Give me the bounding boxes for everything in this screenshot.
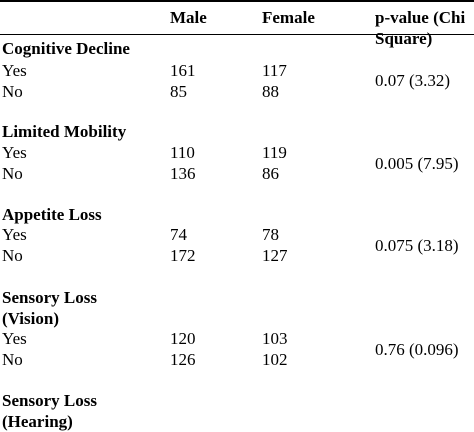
top-rule <box>0 0 474 2</box>
cell-female: 119 <box>262 143 287 162</box>
pvalue-header-line1: p-value (Chi <box>375 8 466 27</box>
cell-female: 117 <box>262 61 287 80</box>
row-label-no: No <box>2 246 23 265</box>
cell-female: 88 <box>262 82 279 101</box>
section-title-line2: (Vision) <box>2 309 59 328</box>
cell-male: 120 <box>170 329 196 348</box>
row-label-no: No <box>2 164 23 183</box>
row-label-no: No <box>2 82 23 101</box>
cell-male: 110 <box>170 143 195 162</box>
section-title-line1: Sensory Loss <box>2 391 97 410</box>
section-title-cognitive-decline: Cognitive Decline <box>2 39 130 58</box>
column-header-male: Male <box>170 8 207 27</box>
column-header-pvalue: p-value (Chi Square) <box>375 7 474 49</box>
cell-male: 161 <box>170 61 196 80</box>
pvalue-cell: 0.005 (7.95) <box>375 154 459 173</box>
cell-female: 78 <box>262 225 279 244</box>
cell-female: 127 <box>262 246 288 265</box>
cell-female: 86 <box>262 164 279 183</box>
cell-male: 136 <box>170 164 196 183</box>
section-title-line2: (Hearing) <box>2 412 73 431</box>
pvalue-cell: 0.07 (3.32) <box>375 71 451 90</box>
cell-female: 103 <box>262 329 288 348</box>
section-title-limited-mobility: Limited Mobility <box>2 122 127 141</box>
row-label-yes: Yes <box>2 329 27 348</box>
pvalue-header-line2: Square) <box>375 29 433 48</box>
cell-male: 172 <box>170 246 196 265</box>
cell-male: 126 <box>170 350 196 369</box>
row-label-no: No <box>2 350 23 369</box>
section-title-appetite-loss: Appetite Loss <box>2 205 102 224</box>
section-title-sensory-loss-vision: Sensory Loss (Vision) <box>2 287 97 329</box>
cell-male: 85 <box>170 82 187 101</box>
row-label-yes: Yes <box>2 61 27 80</box>
column-header-female: Female <box>262 8 315 27</box>
cell-female: 102 <box>262 350 288 369</box>
pvalue-cell: 0.075 (3.18) <box>375 236 459 255</box>
section-title-line1: Sensory Loss <box>2 288 97 307</box>
row-label-yes: Yes <box>2 143 27 162</box>
header-rule <box>0 34 474 35</box>
row-label-yes: Yes <box>2 225 27 244</box>
pvalue-cell: 0.76 (0.096) <box>375 340 459 359</box>
cell-male: 74 <box>170 225 187 244</box>
section-title-sensory-loss-hearing: Sensory Loss (Hearing) <box>2 390 97 432</box>
